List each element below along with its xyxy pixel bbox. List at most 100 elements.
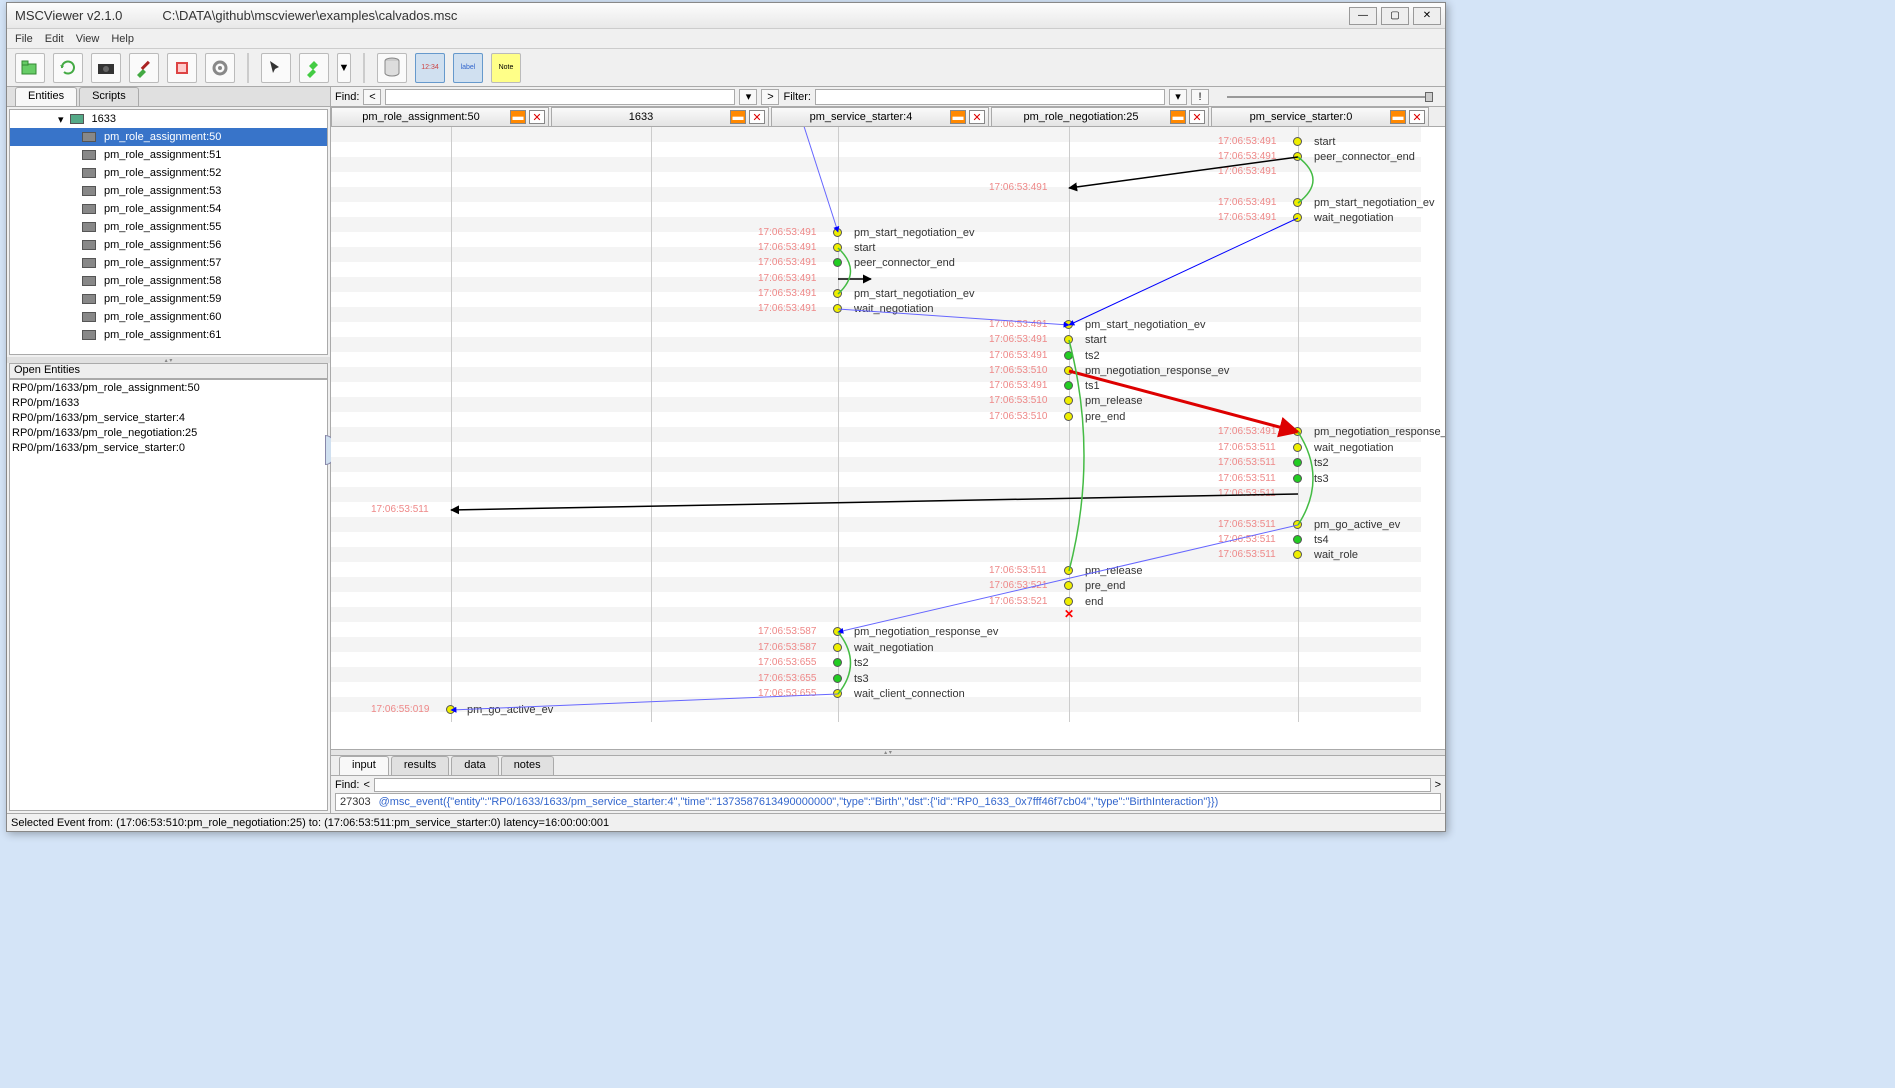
pointer-tool[interactable] — [261, 53, 291, 83]
open-entity-item[interactable]: RP0/pm/1633/pm_service_starter:4 — [12, 412, 325, 427]
event-dot[interactable] — [1293, 137, 1302, 146]
tree-item[interactable]: pm_role_assignment:56 — [10, 236, 327, 254]
label-toggle[interactable]: label — [453, 53, 483, 83]
event-label[interactable]: pm_start_negotiation_ev — [1085, 319, 1205, 331]
tree-item[interactable]: pm_role_assignment:61 — [10, 326, 327, 344]
event-dot[interactable] — [1064, 366, 1073, 375]
msc-canvas[interactable]: 17:06:53:491start17:06:53:491peer_connec… — [331, 127, 1445, 749]
close-column-icon[interactable]: ✕ — [749, 110, 765, 124]
find-input-2[interactable] — [374, 778, 1431, 792]
menu-file[interactable]: File — [15, 33, 33, 45]
event-label[interactable]: pre_end — [1085, 580, 1125, 592]
find-next[interactable]: > — [761, 89, 779, 105]
collapse-column-icon[interactable]: ▬ — [730, 110, 746, 124]
event-label[interactable]: pm_start_negotiation_ev — [854, 227, 974, 239]
event-dot[interactable] — [1293, 535, 1302, 544]
event-dot[interactable] — [446, 705, 455, 714]
event-label[interactable]: pm_negotiation_response_ev — [854, 626, 998, 638]
event-label[interactable]: pm_release — [1085, 395, 1142, 407]
event-label[interactable]: pm_start_negotiation_ev — [854, 288, 974, 300]
event-label[interactable]: start — [1314, 136, 1335, 148]
settings-button[interactable] — [205, 53, 235, 83]
close-button[interactable]: ✕ — [1413, 7, 1441, 25]
event-label[interactable]: ts1 — [1085, 380, 1100, 392]
db-button[interactable] — [377, 53, 407, 83]
menu-edit[interactable]: Edit — [45, 33, 64, 45]
event-dot[interactable] — [1293, 427, 1302, 436]
event-label[interactable]: pm_go_active_ev — [467, 704, 553, 716]
event-dot[interactable] — [833, 627, 842, 636]
event-label[interactable]: wait_negotiation — [1314, 442, 1394, 454]
event-label[interactable]: pm_negotiation_response_ev — [1314, 426, 1445, 438]
tree-item[interactable]: pm_role_assignment:53 — [10, 182, 327, 200]
event-label[interactable]: pm_go_active_ev — [1314, 519, 1400, 531]
event-label[interactable]: end — [1085, 596, 1103, 608]
tree-root[interactable]: ▾1633 — [10, 110, 327, 128]
tree-item[interactable]: pm_role_assignment:51 — [10, 146, 327, 164]
event-dot[interactable] — [1293, 443, 1302, 452]
bottom-tab-input[interactable]: input — [339, 756, 389, 775]
event-label[interactable]: start — [854, 242, 875, 254]
menu-help[interactable]: Help — [111, 33, 134, 45]
event-label[interactable]: peer_connector_end — [854, 257, 955, 269]
collapse-column-icon[interactable]: ▬ — [510, 110, 526, 124]
bottom-tab-data[interactable]: data — [451, 756, 498, 775]
bottom-tab-notes[interactable]: notes — [501, 756, 554, 775]
close-column-icon[interactable]: ✕ — [969, 110, 985, 124]
tab-entities[interactable]: Entities — [15, 87, 77, 106]
refresh-button[interactable] — [53, 53, 83, 83]
event-label[interactable]: pm_start_negotiation_ev — [1314, 197, 1434, 209]
collapse-column-icon[interactable]: ▬ — [950, 110, 966, 124]
event-label[interactable]: ts4 — [1314, 534, 1329, 546]
event-label[interactable]: ts3 — [854, 673, 869, 685]
event-dot[interactable] — [833, 258, 842, 267]
event-dot[interactable] — [1064, 381, 1073, 390]
tree-item[interactable]: pm_role_assignment:55 — [10, 218, 327, 236]
tree-item[interactable]: pm_role_assignment:57 — [10, 254, 327, 272]
event-label[interactable]: pm_negotiation_response_ev — [1085, 365, 1229, 377]
event-dot[interactable] — [1293, 198, 1302, 207]
tab-scripts[interactable]: Scripts — [79, 87, 139, 106]
event-dot[interactable] — [833, 243, 842, 252]
event-dot[interactable] — [833, 689, 842, 698]
event-dot[interactable] — [1064, 320, 1073, 329]
event-label[interactable]: start — [1085, 334, 1106, 346]
dropdown-tool[interactable]: ▼ — [337, 53, 351, 83]
entity-tree[interactable]: ▾1633pm_role_assignment:50pm_role_assign… — [9, 109, 328, 355]
event-label[interactable]: ts2 — [1085, 350, 1100, 362]
minimize-button[interactable]: — — [1349, 7, 1377, 25]
find-dropdown[interactable]: ▾ — [739, 89, 757, 105]
bottom-tab-results[interactable]: results — [391, 756, 449, 775]
filter-input[interactable] — [815, 89, 1165, 105]
collapse-column-icon[interactable]: ▬ — [1390, 110, 1406, 124]
event-label[interactable]: wait_negotiation — [854, 303, 934, 315]
event-label[interactable]: pm_release — [1085, 565, 1142, 577]
camera-button[interactable] — [91, 53, 121, 83]
event-dot[interactable] — [833, 228, 842, 237]
clear-button[interactable] — [167, 53, 197, 83]
event-dot[interactable] — [1064, 566, 1073, 575]
tree-item[interactable]: pm_role_assignment:59 — [10, 290, 327, 308]
event-label[interactable]: peer_connector_end — [1314, 151, 1415, 163]
tree-item[interactable]: pm_role_assignment:52 — [10, 164, 327, 182]
event-dot[interactable] — [1064, 335, 1073, 344]
event-label[interactable]: pre_end — [1085, 411, 1125, 423]
find-next-2[interactable]: > — [1435, 779, 1441, 791]
close-column-icon[interactable]: ✕ — [1409, 110, 1425, 124]
event-label[interactable]: wait_client_connection — [854, 688, 965, 700]
open-button[interactable] — [15, 53, 45, 83]
event-dot[interactable] — [1293, 474, 1302, 483]
filter-dropdown[interactable]: ▾ — [1169, 89, 1187, 105]
tree-item[interactable]: pm_role_assignment:54 — [10, 200, 327, 218]
find-prev[interactable]: < — [363, 89, 381, 105]
open-entity-item[interactable]: RP0/pm/1633/pm_role_negotiation:25 — [12, 427, 325, 442]
close-column-icon[interactable]: ✕ — [529, 110, 545, 124]
timestamp-toggle[interactable]: 12:34 — [415, 53, 445, 83]
note-toggle[interactable]: Note — [491, 53, 521, 83]
event-dot[interactable] — [833, 658, 842, 667]
event-dot[interactable] — [1064, 597, 1073, 606]
event-dot[interactable] — [1064, 581, 1073, 590]
event-dot[interactable] — [833, 289, 842, 298]
close-column-icon[interactable]: ✕ — [1189, 110, 1205, 124]
event-dot[interactable] — [1293, 458, 1302, 467]
